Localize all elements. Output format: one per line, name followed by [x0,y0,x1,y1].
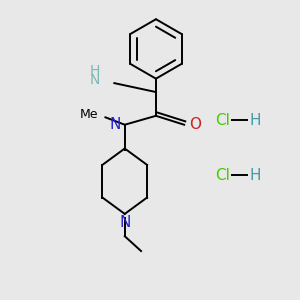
Text: N: N [90,73,100,87]
Text: N: N [119,215,130,230]
Text: H: H [90,64,100,78]
Text: N: N [110,117,121,132]
Text: H: H [250,168,261,183]
Text: Cl: Cl [215,168,230,183]
Text: Cl: Cl [215,113,230,128]
Text: Me: Me [80,108,98,122]
Text: O: O [189,117,201,132]
Text: H: H [250,113,261,128]
